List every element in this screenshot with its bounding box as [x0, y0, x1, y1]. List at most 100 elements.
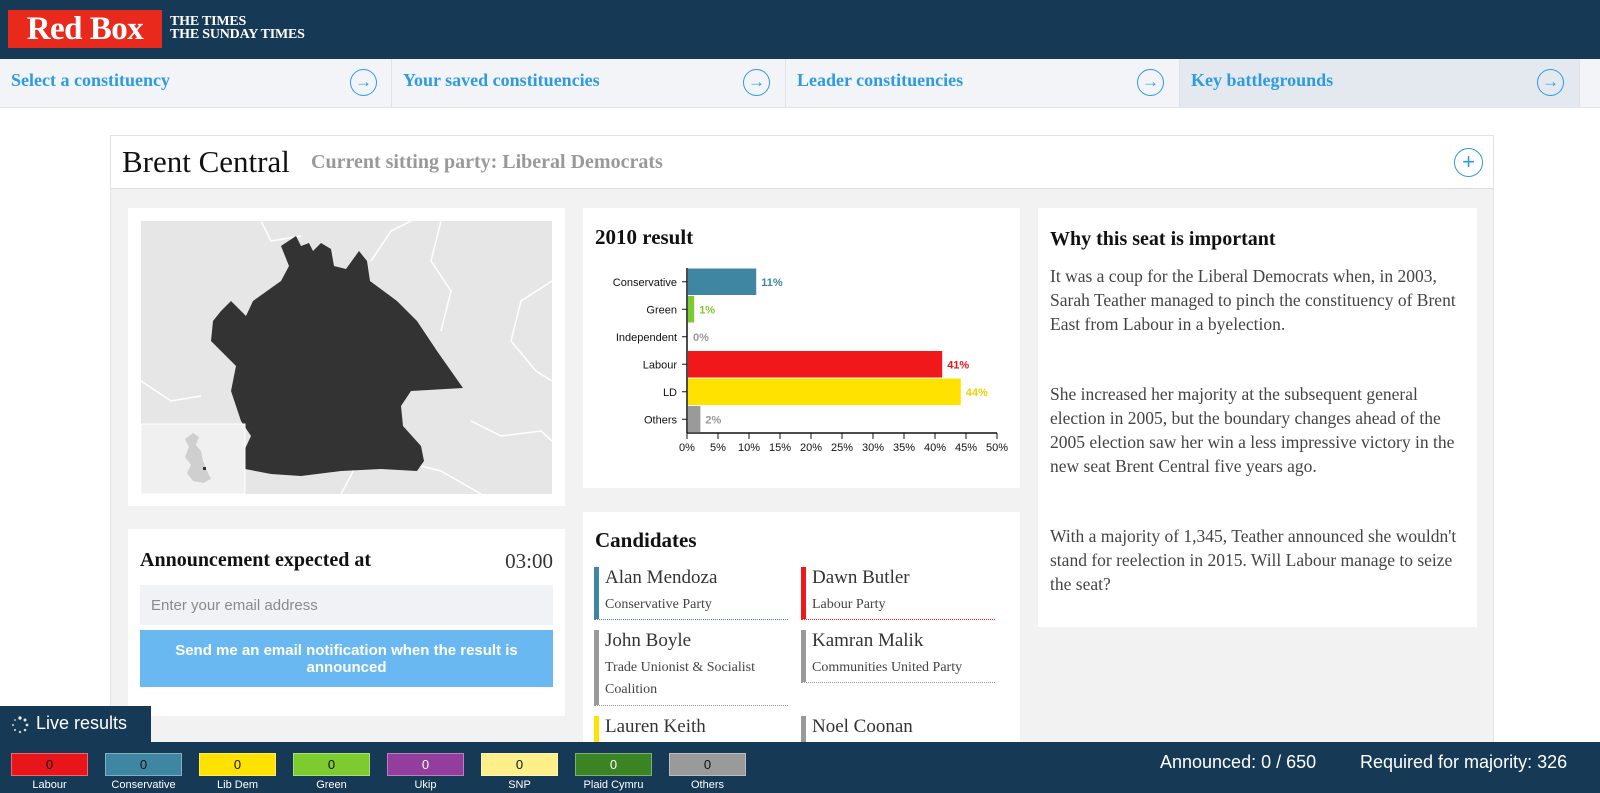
- arrow-right-circle-icon[interactable]: →: [1537, 69, 1564, 96]
- candidate-party: Conservative Party: [605, 597, 712, 612]
- x-tick-label: 5%: [710, 442, 726, 454]
- candidate-name: Alan Mendoza: [605, 567, 718, 588]
- live-results-tab[interactable]: Live results: [0, 706, 151, 742]
- constituency-map[interactable]: [141, 221, 552, 494]
- bar-conservative: [688, 268, 757, 295]
- party-tile[interactable]: 0 Green: [293, 753, 370, 791]
- result-title: 2010 result: [595, 225, 694, 249]
- bar-ld: [688, 378, 961, 405]
- party-tile[interactable]: 0 Lib Dem: [199, 753, 276, 791]
- email-field[interactable]: [140, 585, 553, 625]
- nav-label: Your saved constituencies: [403, 70, 600, 90]
- x-tick-label: 0%: [679, 442, 695, 454]
- spinner-icon: [11, 716, 29, 734]
- uk-inset-map: [185, 433, 211, 483]
- candidate-item[interactable]: Dawn Butler Labour Party: [801, 567, 995, 620]
- results-bar: 0 Labour 0 Conservative 0 Lib Dem 0 Green 0 Ukip 0…: [0, 742, 1600, 793]
- live-results-label: Live results: [36, 713, 128, 733]
- party-seat-count: 0: [669, 753, 746, 776]
- bar-others: [688, 406, 701, 433]
- x-tick-label: 20%: [800, 442, 822, 454]
- announcement-time: 03:00: [505, 549, 553, 573]
- sitting-party: Current sitting party: Liberal Democrats: [311, 151, 663, 173]
- times-logo[interactable]: THE TIMES THE SUNDAY TIMES: [170, 14, 305, 42]
- candidate-item[interactable]: John Boyle Trade Unionist & Socialist Co…: [594, 630, 788, 706]
- party-name: Green: [316, 779, 347, 791]
- category-label: Conservative: [613, 277, 677, 289]
- why-paragraph: With a majority of 1,345, Teather announ…: [1050, 526, 1457, 594]
- email-notification-button[interactable]: Send me an email notification when the r…: [140, 630, 553, 687]
- constituency-panel: Brent Central Current sitting party: Lib…: [110, 135, 1494, 793]
- why-paragraph: She increased her majority at the subseq…: [1050, 384, 1455, 476]
- data-label: 1%: [699, 304, 715, 316]
- candidate-name: Kamran Malik: [812, 630, 924, 651]
- why-important-card: Why this seat is important It was a coup…: [1038, 208, 1477, 627]
- candidate-party: Trade Unionist & Socialist Coalition: [605, 660, 755, 697]
- arrow-right-circle-icon[interactable]: →: [1137, 69, 1164, 96]
- x-tick-label: 35%: [893, 442, 915, 454]
- candidate-party: Communities United Party: [812, 660, 963, 675]
- times-logo-line1: THE TIMES: [170, 14, 247, 29]
- data-label: 2%: [705, 414, 721, 426]
- party-color-bar: [801, 630, 806, 682]
- section-nav: Select a constituency → Your saved const…: [0, 59, 1600, 108]
- announcement-card: Announcement expected at 03:00 Send me a…: [128, 529, 565, 716]
- category-label: Others: [644, 414, 678, 426]
- data-label: 0%: [693, 332, 709, 344]
- candidates-title: Candidates: [595, 528, 697, 552]
- candidate-name: Lauren Keith: [605, 716, 706, 737]
- party-color-bar: [801, 567, 806, 619]
- map-card: [128, 208, 565, 506]
- category-label: Green: [646, 304, 677, 316]
- category-label: Labour: [643, 359, 678, 371]
- announced-count: Announced: 0 / 650: [1160, 752, 1317, 772]
- candidate-name: Dawn Butler: [812, 567, 910, 588]
- why-paragraph: It was a coup for the Liberal Democrats …: [1050, 266, 1456, 334]
- times-logo-line2: THE SUNDAY TIMES: [170, 27, 305, 42]
- result-card: 2010 result Conservative 11% Green 1% Indepe…: [583, 208, 1020, 488]
- x-tick-label: 45%: [955, 442, 977, 454]
- party-seat-count: 0: [481, 753, 558, 776]
- party-color-bar: [594, 630, 599, 705]
- party-tile[interactable]: 0 Others: [669, 753, 746, 791]
- party-color-bar: [594, 567, 599, 619]
- bar-labour: [688, 351, 943, 378]
- majority-required: Required for majority: 326: [1360, 752, 1568, 772]
- category-label: LD: [663, 387, 677, 399]
- nav-label: Leader constituencies: [797, 70, 964, 90]
- nav-saved-constituencies[interactable]: Your saved constituencies →: [392, 59, 786, 107]
- party-name: Plaid Cymru: [583, 779, 644, 791]
- party-name: Lib Dem: [217, 779, 258, 791]
- party-tile[interactable]: 0 Labour: [11, 753, 88, 791]
- nav-select-constituency[interactable]: Select a constituency →: [0, 59, 392, 107]
- candidate-party: Labour Party: [812, 597, 886, 612]
- map-svg: [141, 221, 552, 494]
- party-tile[interactable]: 0 Ukip: [387, 753, 464, 791]
- arrow-right-circle-icon[interactable]: →: [350, 69, 377, 96]
- plus-circle-icon[interactable]: +: [1454, 148, 1483, 177]
- constituency-name: Brent Central: [122, 144, 290, 179]
- data-label: 44%: [966, 387, 988, 399]
- x-tick-label: 25%: [831, 442, 853, 454]
- result-chart: Conservative 11% Green 1% Independent 0% Labou…: [613, 268, 1008, 454]
- red-box-logo[interactable]: Red Box: [8, 10, 162, 48]
- candidate-item[interactable]: Alan Mendoza Conservative Party: [594, 567, 788, 620]
- party-tile[interactable]: 0 Conservative: [105, 753, 182, 791]
- party-tile[interactable]: 0 SNP: [481, 753, 558, 791]
- arrow-right-circle-icon[interactable]: →: [743, 69, 770, 96]
- party-seat-count: 0: [575, 753, 652, 776]
- nav-leader-constituencies[interactable]: Leader constituencies →: [786, 59, 1180, 107]
- party-name: Ukip: [414, 779, 437, 791]
- candidate-name: Noel Coonan: [812, 716, 913, 737]
- nav-key-battlegrounds[interactable]: Key battlegrounds →: [1180, 59, 1580, 107]
- candidate-item[interactable]: Kamran Malik Communities United Party: [801, 630, 995, 683]
- x-tick-label: 40%: [924, 442, 946, 454]
- x-tick-label: 30%: [862, 442, 884, 454]
- party-name: Others: [690, 779, 724, 791]
- bar-green: [688, 296, 695, 323]
- party-seat-count: 0: [293, 753, 370, 776]
- party-seat-count: 0: [11, 753, 88, 776]
- party-seat-count: 0: [387, 753, 464, 776]
- data-label: 11%: [761, 277, 783, 289]
- party-tile[interactable]: 0 Plaid Cymru: [575, 753, 652, 791]
